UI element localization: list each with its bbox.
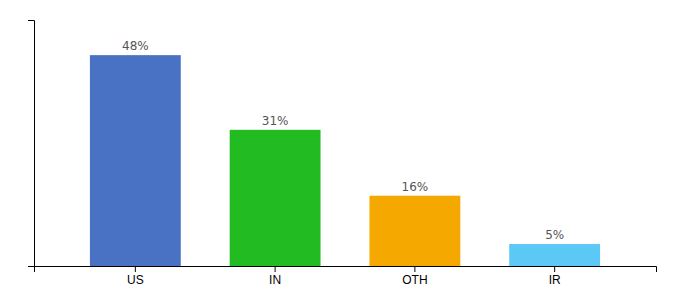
x-tick-label: US	[127, 273, 144, 287]
x-axis: US IN OTH IR	[35, 266, 657, 287]
x-tick: IR	[549, 266, 561, 287]
y-axis	[28, 21, 35, 267]
bar	[369, 196, 460, 266]
x-tick-mark	[414, 266, 415, 272]
bars	[90, 55, 600, 266]
bar	[230, 130, 321, 266]
x-tick: OTH	[402, 266, 427, 287]
x-tick-label: OTH	[402, 273, 427, 287]
data-label: 16%	[402, 180, 429, 194]
data-label: 48%	[122, 39, 149, 53]
chart: US IN OTH IR 48% 31% 16% 5%	[0, 0, 680, 300]
data-labels: 48% 31% 16% 5%	[122, 39, 564, 242]
y-axis-line	[28, 21, 35, 267]
x-tick-label: IR	[549, 273, 561, 287]
data-label: 5%	[545, 228, 564, 242]
x-tick-label: IN	[269, 273, 281, 287]
x-axis-line	[35, 267, 657, 273]
x-tick-mark	[554, 266, 555, 272]
x-tick: IN	[269, 266, 281, 287]
x-tick: US	[127, 266, 144, 287]
bar	[509, 244, 600, 266]
data-label: 31%	[262, 114, 289, 128]
x-tick-mark	[275, 266, 276, 272]
bar	[90, 55, 181, 266]
plot: US IN OTH IR 48% 31% 16% 5%	[28, 21, 657, 287]
x-tick-mark	[135, 266, 136, 272]
